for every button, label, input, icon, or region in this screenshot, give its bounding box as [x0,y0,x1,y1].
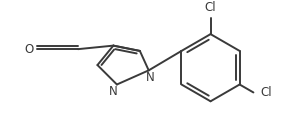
Text: N: N [146,71,155,84]
Text: O: O [24,43,33,56]
Text: Cl: Cl [261,86,272,99]
Text: N: N [109,85,118,98]
Text: Cl: Cl [205,1,216,14]
